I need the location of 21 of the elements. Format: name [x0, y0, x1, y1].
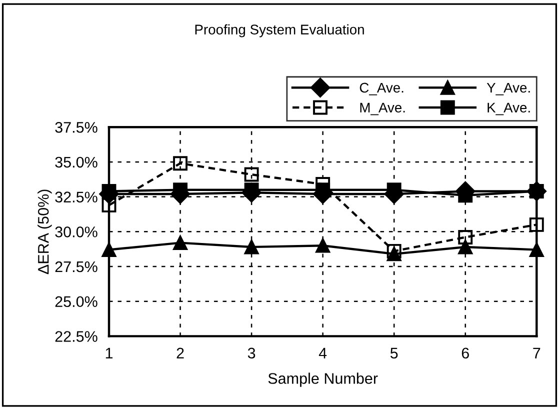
x-tick-label: 5 — [390, 348, 398, 359]
y-tick-label: 32.5% — [55, 192, 98, 202]
legend-label: K_Ave. — [488, 102, 530, 116]
x-tick-label: 3 — [248, 348, 256, 359]
y-tick-label: 25.0% — [55, 296, 98, 308]
y-tick-label: 30.0% — [55, 226, 98, 238]
x-axis-title: Sample Number — [268, 372, 378, 387]
x-tick-label: 7 — [533, 348, 540, 358]
legend-label: C_Ave. — [360, 82, 404, 96]
chart-title: Proofing System Evaluation — [195, 24, 364, 38]
legend-label: M_Ave. — [360, 102, 405, 116]
y-tick-label: 35.0% — [55, 156, 98, 168]
x-tick-label: 6 — [462, 348, 469, 359]
y-tick-label: 27.5% — [55, 261, 98, 272]
x-tick-label: 4 — [318, 348, 327, 358]
legend-label: Y_Ave. — [486, 82, 530, 96]
y-axis-title: ΔERA (50%) — [38, 190, 52, 274]
y-tick-label: 22.5% — [55, 331, 98, 342]
x-tick-label: 2 — [176, 348, 184, 358]
y-tick-label: 37.5% — [55, 122, 98, 133]
x-tick-label: 1 — [106, 348, 113, 358]
